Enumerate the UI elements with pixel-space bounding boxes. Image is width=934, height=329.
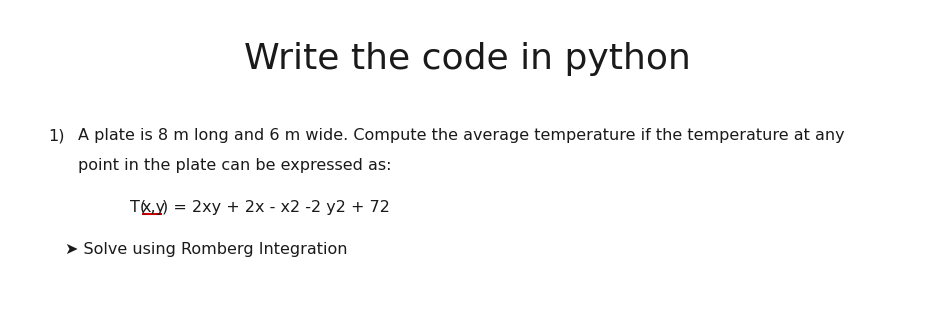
Text: 1): 1) bbox=[48, 128, 64, 143]
Text: A plate is 8 m long and 6 m wide. Compute the average temperature if the tempera: A plate is 8 m long and 6 m wide. Comput… bbox=[78, 128, 844, 143]
Text: ) = 2xy + 2x - x2 -2 y2 + 72: ) = 2xy + 2x - x2 -2 y2 + 72 bbox=[162, 200, 389, 215]
Text: ➤ Solve using Romberg Integration: ➤ Solve using Romberg Integration bbox=[65, 242, 347, 257]
Text: T(: T( bbox=[130, 200, 146, 215]
Text: point in the plate can be expressed as:: point in the plate can be expressed as: bbox=[78, 158, 391, 173]
Text: x,y: x,y bbox=[142, 200, 166, 215]
Text: Write the code in python: Write the code in python bbox=[244, 42, 690, 76]
